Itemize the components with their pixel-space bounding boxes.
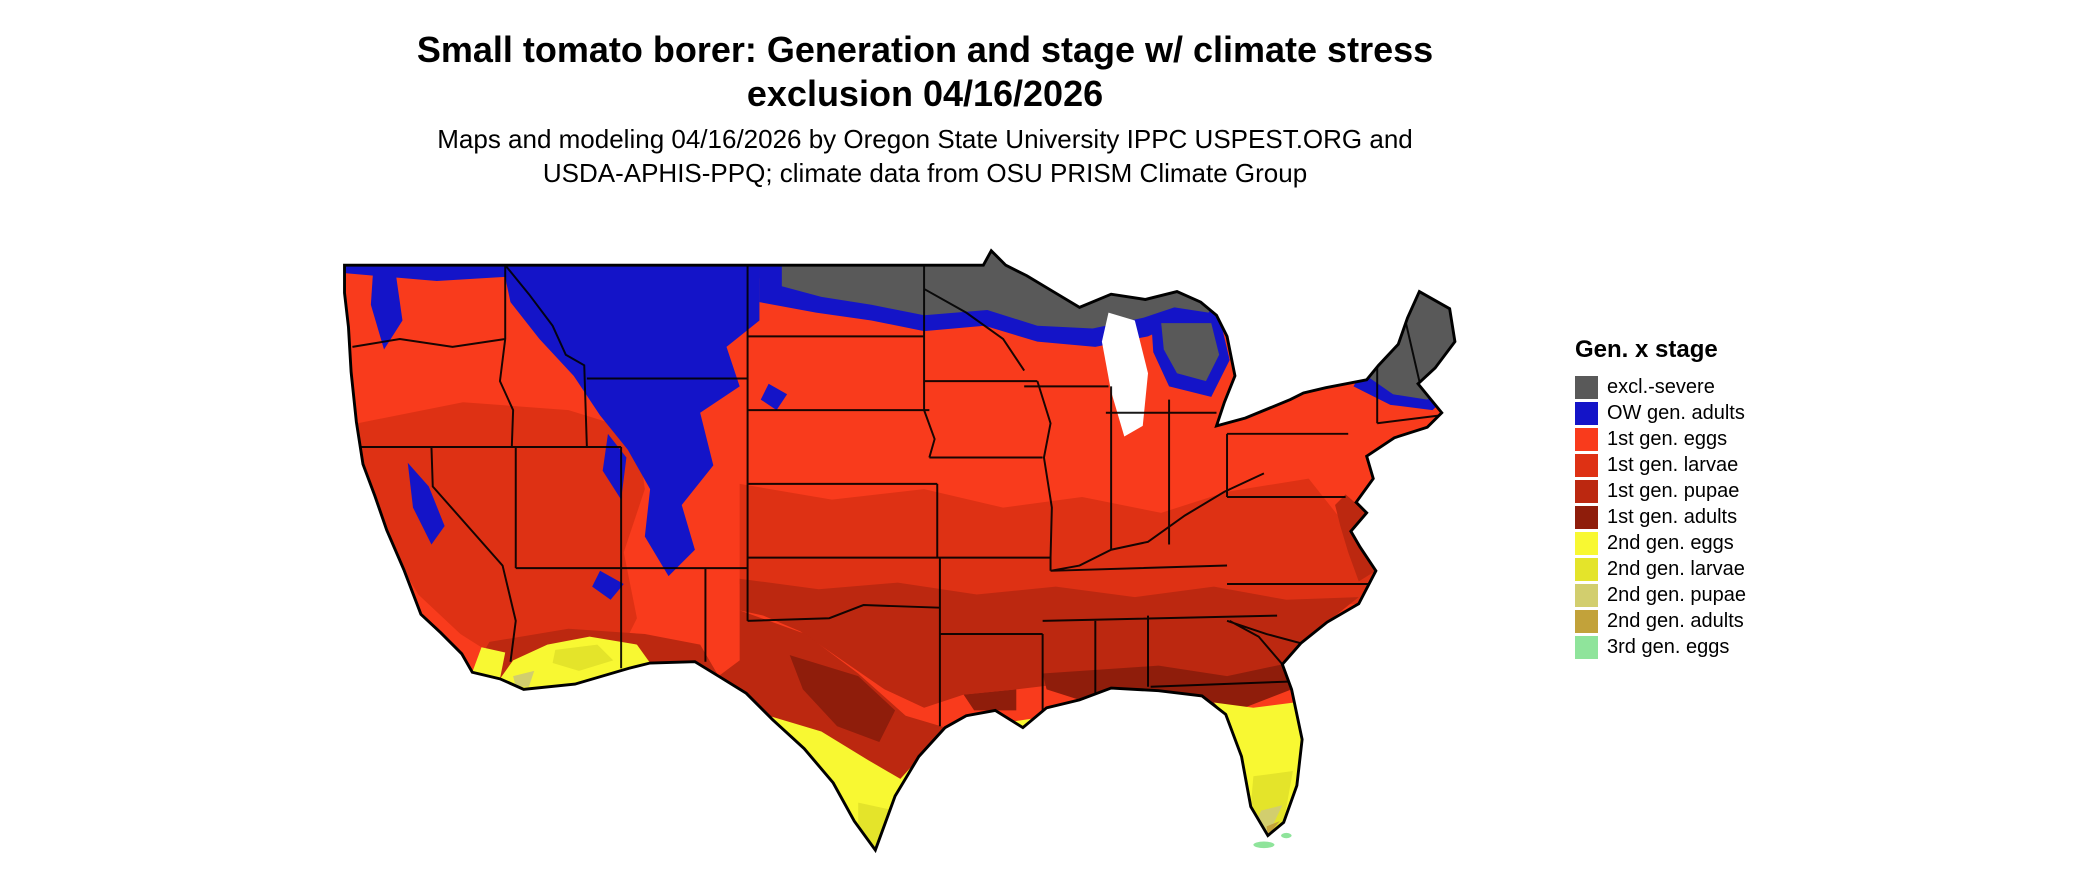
legend-label: 1st gen. larvae bbox=[1607, 454, 1739, 476]
map-region-3rd-gen-eggs bbox=[1281, 832, 1292, 839]
legend-swatch-2nd-gen-pupae bbox=[1575, 584, 1598, 607]
legend-swatch-1st-gen-larvae bbox=[1575, 454, 1598, 477]
legend-swatch-ow-gen-adults bbox=[1575, 402, 1598, 425]
us-phenology-map bbox=[305, 225, 1530, 885]
legend-item: 2nd gen. pupae bbox=[1575, 584, 1875, 607]
page-title: Small tomato borer: Generation and stage… bbox=[0, 28, 1850, 116]
legend-swatch-excl-severe bbox=[1575, 376, 1598, 399]
legend-label: 3rd gen. eggs bbox=[1607, 636, 1730, 658]
country-outline bbox=[343, 248, 1457, 854]
title-line-1: Small tomato borer: Generation and stage… bbox=[416, 29, 1434, 70]
legend-item: OW gen. adults bbox=[1575, 402, 1875, 425]
legend-label: 2nd gen. eggs bbox=[1607, 532, 1734, 554]
map-region-1st-gen-adults bbox=[789, 655, 896, 743]
map-region-1st-gen-adults bbox=[1042, 664, 1292, 715]
us-map-svg bbox=[343, 248, 1457, 854]
legend: Gen. x stage excl.-severe OW gen. adults… bbox=[1575, 336, 1875, 662]
legend-item: excl.-severe bbox=[1575, 376, 1875, 399]
legend-label: 1st gen. eggs bbox=[1607, 428, 1728, 450]
legend-label: 1st gen. pupae bbox=[1607, 480, 1740, 502]
legend-swatch-1st-gen-adults bbox=[1575, 506, 1598, 529]
map-region-excl-severe bbox=[1161, 323, 1220, 382]
map-region-2nd-gen-larvae bbox=[858, 802, 896, 851]
legend-item: 1st gen. larvae bbox=[1575, 454, 1875, 477]
legend-label: 1st gen. adults bbox=[1607, 506, 1738, 528]
legend-label: 2nd gen. larvae bbox=[1607, 558, 1745, 580]
legend-item: 2nd gen. larvae bbox=[1575, 558, 1875, 581]
subtitle-line-1: Maps and modeling 04/16/2026 by Oregon S… bbox=[437, 124, 1413, 154]
legend-title: Gen. x stage bbox=[1575, 336, 1718, 363]
legend-label: 2nd gen. pupae bbox=[1607, 584, 1747, 606]
legend-label: 2nd gen. adults bbox=[1607, 610, 1744, 632]
map-region-2nd-gen-pupae bbox=[513, 670, 535, 687]
legend-item: 2nd gen. eggs bbox=[1575, 532, 1875, 555]
map-region-ow-gen-adults bbox=[760, 383, 788, 411]
lake-michigan bbox=[1101, 312, 1149, 437]
map-region-1st-gen-pupae bbox=[1335, 494, 1376, 582]
legend-item: 3rd gen. eggs bbox=[1575, 636, 1875, 659]
map-region-1st-gen-larvae bbox=[739, 478, 1376, 608]
legend-item: 2nd gen. adults bbox=[1575, 610, 1875, 633]
title-line-2: exclusion 04/16/2026 bbox=[746, 73, 1104, 114]
legend-item: 1st gen. adults bbox=[1575, 506, 1875, 529]
map-region-ow-gen-adults bbox=[370, 265, 403, 350]
subtitle-line-2: USDA-APHIS-PPQ; climate data from OSU PR… bbox=[542, 158, 1308, 188]
map-region-2nd-gen-larvae bbox=[552, 644, 614, 671]
legend-swatch-2nd-gen-adults bbox=[1575, 610, 1598, 633]
legend-label: OW gen. adults bbox=[1607, 402, 1745, 424]
map-region-1st-gen-larvae bbox=[357, 402, 645, 677]
legend-label: excl.-severe bbox=[1607, 376, 1715, 398]
legend-swatch-2nd-gen-larvae bbox=[1575, 558, 1598, 581]
page-subtitle: Maps and modeling 04/16/2026 by Oregon S… bbox=[0, 122, 1850, 190]
map-region-2nd-gen-adults bbox=[1266, 821, 1280, 836]
legend-swatch-1st-gen-eggs bbox=[1575, 428, 1598, 451]
map-region-ow-gen-adults bbox=[592, 570, 624, 600]
state-borders bbox=[352, 264, 1441, 727]
legend-item: 1st gen. pupae bbox=[1575, 480, 1875, 503]
legend-swatch-2nd-gen-eggs bbox=[1575, 532, 1598, 555]
map-region-ow-gen-adults bbox=[502, 265, 760, 577]
map-region-2nd-gen-eggs bbox=[472, 647, 506, 679]
map-region-3rd-gen-eggs bbox=[1253, 841, 1275, 849]
map-region-ow-gen-adults bbox=[407, 462, 445, 545]
map-region-2nd-gen-eggs bbox=[768, 715, 946, 851]
legend-swatch-3rd-gen-eggs bbox=[1575, 636, 1598, 659]
legend-swatch-1st-gen-pupae bbox=[1575, 480, 1598, 503]
legend-item: 1st gen. eggs bbox=[1575, 428, 1875, 451]
map-region-1st-gen-adults bbox=[963, 689, 1017, 711]
